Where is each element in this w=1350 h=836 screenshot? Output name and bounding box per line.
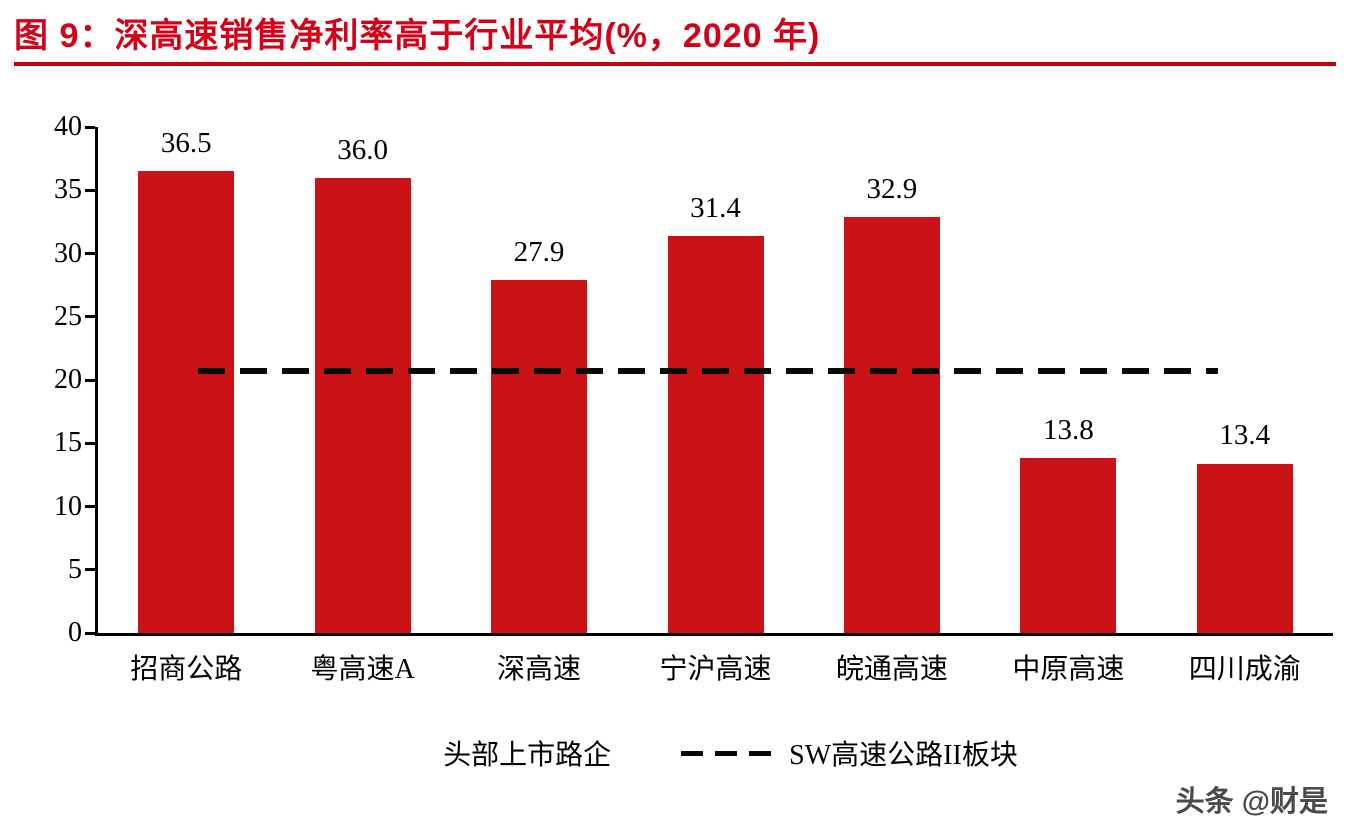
- y-axis-tick-label: 5: [68, 553, 82, 585]
- y-axis-tick-label: 20: [54, 364, 82, 395]
- bar: [491, 280, 588, 633]
- bar-value-label: 31.4: [690, 191, 741, 224]
- y-axis-tick-label: 30: [54, 237, 82, 269]
- reference-dashed-line: [198, 368, 1218, 375]
- x-axis-label: 招商公路: [130, 654, 243, 685]
- bar-value-label: 32.9: [866, 172, 918, 205]
- bar: [667, 235, 764, 633]
- y-axis-tick-label: 40: [54, 111, 82, 142]
- x-axis-label: 四川成渝: [1188, 654, 1301, 685]
- bar: [1196, 463, 1293, 633]
- bar-value-label: 36.0: [337, 133, 388, 166]
- y-axis-tick-mark: [85, 378, 95, 382]
- bar: [138, 171, 235, 633]
- legend-item-reference-line: SW高速公路II板块: [681, 733, 1018, 773]
- legend-bar-swatch: [332, 739, 427, 767]
- x-axis-label: 深高速: [497, 654, 582, 685]
- legend-item-bars: 头部上市路企: [332, 733, 611, 773]
- bar: [1020, 458, 1117, 633]
- y-axis-tick-mark: [85, 252, 95, 255]
- y-axis-tick-mark: [85, 315, 95, 319]
- bar: [843, 216, 940, 633]
- y-axis-tick-mark: [85, 188, 95, 192]
- watermark: 头条 @财是: [1175, 786, 1328, 818]
- bar: [314, 177, 411, 633]
- title-underline: [14, 62, 1336, 66]
- x-axis-label: 皖通高速: [835, 654, 948, 685]
- bar-chart-plot-area: 0 5 10 15 20 25 30 35 40 36.5 招商公路 36.0 粤高速A 27.9 深高速 3…: [54, 113, 1333, 685]
- figure-title: 图 9：深高速销售净利率高于行业平均(%，2020 年): [14, 17, 821, 55]
- x-axis-label: 中原高速: [1012, 654, 1125, 685]
- y-axis-tick-mark: [85, 631, 95, 635]
- legend-dashed-line-sample: [681, 750, 774, 756]
- y-axis-tick-mark: [85, 505, 95, 508]
- chart-legend: 头部上市路企 SW高速公路II板块: [0, 733, 1350, 773]
- y-axis-tick-mark: [85, 441, 95, 445]
- y-axis-tick-label: 10: [54, 490, 82, 522]
- bar-value-label: 27.9: [513, 236, 565, 269]
- y-axis-tick-label: 0: [68, 617, 82, 648]
- y-axis-tick-label: 35: [54, 174, 82, 206]
- legend-reference-label: SW高速公路II板块: [789, 740, 1018, 771]
- x-axis-label: 粤高速A: [310, 654, 415, 685]
- bar-value-label: 36.5: [160, 127, 212, 160]
- x-axis-label: 宁沪高速: [659, 654, 772, 685]
- y-axis-tick-mark: [85, 125, 95, 129]
- bar-value-label: 13.8: [1042, 414, 1094, 447]
- y-axis-tick-label: 15: [54, 427, 82, 459]
- y-axis-tick-label: 25: [54, 300, 82, 332]
- y-axis-tick-mark: [85, 568, 95, 572]
- legend-bar-label: 头部上市路企: [443, 740, 612, 771]
- bar-value-label: 13.4: [1219, 419, 1271, 452]
